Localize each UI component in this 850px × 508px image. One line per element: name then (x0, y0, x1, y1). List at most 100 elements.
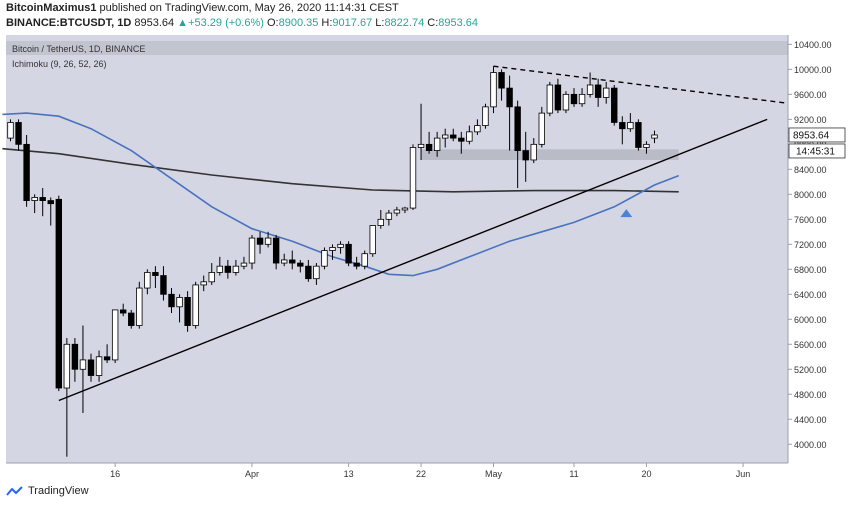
candle-body (401, 207, 409, 211)
candle-body (184, 297, 191, 326)
candle (474, 119, 481, 135)
publish-line: BitcoinMaximus1 published on TradingView… (6, 2, 399, 14)
y-tick-label: 7600.00 (794, 215, 827, 225)
candle (200, 275, 207, 292)
y-tick-label: 5600.00 (794, 340, 827, 350)
candle (184, 291, 191, 332)
symbol-label: BINANCE:BTCUSDT, 1D (6, 17, 132, 29)
candle-body (409, 147, 417, 209)
brand-text[interactable]: TradingView (28, 485, 89, 497)
candle (160, 266, 167, 301)
candle-body (635, 122, 642, 148)
candle (7, 119, 14, 142)
candle-body (256, 237, 264, 245)
candle (248, 234, 256, 270)
candle-body (522, 150, 529, 161)
candle (240, 256, 248, 270)
candle (369, 225, 376, 257)
candle-body (224, 265, 232, 273)
candle (353, 256, 360, 270)
candle (482, 103, 489, 129)
candle-body (297, 262, 304, 267)
high-label: H: (321, 17, 333, 29)
marker-triangle-icon (620, 209, 633, 218)
candle-body (272, 237, 280, 264)
moving-average-dark-line (2, 147, 679, 193)
candle-body (345, 243, 352, 264)
candle (256, 231, 264, 254)
y-tick-label: 4000.00 (794, 440, 827, 450)
y-tick-label: 7200.00 (794, 240, 827, 250)
candle (586, 72, 594, 98)
candle-body (361, 253, 368, 267)
candles (7, 66, 658, 457)
candle (385, 209, 393, 226)
candle (280, 253, 288, 267)
candle (224, 259, 232, 279)
candle-body (329, 247, 336, 251)
candle-body (514, 106, 521, 151)
candle-body (353, 262, 360, 267)
x-axis-panel (0, 463, 788, 483)
author-name[interactable]: BitcoinMaximus1 (6, 2, 97, 14)
candle-body (619, 122, 626, 130)
chart-title: Bitcoin / TetherUS, 1D, BINANCE (12, 44, 145, 54)
candle-body (570, 93, 578, 105)
y-tick-label: 10000.00 (794, 65, 832, 75)
candle-body (554, 84, 562, 111)
candle-body (39, 197, 46, 201)
candle-body (79, 359, 87, 370)
candle (216, 256, 223, 276)
candle (425, 131, 433, 154)
candle (136, 281, 143, 329)
candle-body (232, 265, 240, 273)
candle (31, 194, 38, 214)
candle-body (305, 265, 312, 280)
candle-body (103, 356, 111, 361)
candle (433, 131, 441, 157)
change-value: +53.29 (+0.6%) (188, 17, 264, 29)
y-tick-label: 10400.00 (794, 40, 832, 50)
candle-body (87, 359, 95, 376)
candle (538, 106, 545, 148)
y-tick-label: 8000.00 (794, 190, 827, 200)
support-zone (421, 149, 679, 160)
candle-body (586, 84, 594, 95)
candle-body (377, 218, 384, 226)
candle (337, 241, 344, 254)
candle-body (538, 112, 545, 145)
candle (111, 309, 119, 364)
moving-average-dark (2, 147, 679, 193)
candle-body (152, 272, 159, 276)
x-tick-label: 11 (569, 469, 578, 479)
candle-body (321, 250, 328, 267)
candle-body (111, 309, 119, 361)
candle-body (611, 87, 618, 123)
candle-body (643, 143, 650, 148)
candle (466, 125, 473, 145)
price-chart[interactable]: Bitcoin / TetherUS, 1D, BINANCE Ichimoku… (0, 35, 850, 483)
candle (289, 250, 296, 270)
trend-line-ascending-support[interactable] (58, 118, 768, 402)
candle-body (264, 237, 272, 245)
candle (450, 128, 457, 142)
open-label: O: (266, 17, 279, 29)
candle (264, 231, 272, 248)
y-tick-label: 6000.00 (794, 315, 827, 325)
candle-body (385, 212, 393, 220)
tradingview-logo-icon[interactable] (6, 485, 24, 497)
candle-body (498, 72, 505, 89)
x-tick-label: Jun (736, 469, 751, 479)
candle (506, 75, 513, 151)
candle (401, 206, 409, 214)
candle (103, 344, 111, 364)
candle-body (393, 209, 401, 214)
candle-body (240, 262, 248, 267)
candle-body (594, 84, 602, 98)
candle-body (95, 356, 103, 376)
candle (643, 141, 650, 154)
candle-body (168, 293, 175, 308)
candle-body (15, 122, 22, 145)
x-tick-label: Apr (245, 469, 259, 479)
candle-body (466, 131, 473, 142)
